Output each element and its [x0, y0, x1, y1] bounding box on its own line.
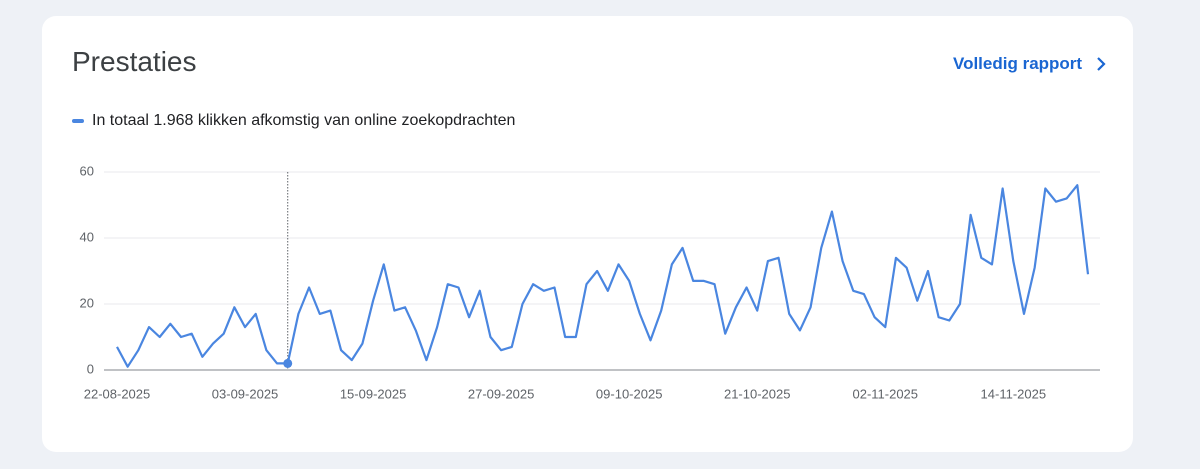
y-tick-label: 60: [80, 163, 94, 178]
legend-swatch: [72, 119, 84, 123]
y-tick-label: 40: [80, 229, 94, 244]
y-tick-label: 0: [87, 361, 94, 376]
hover-point: [283, 358, 293, 368]
chevron-icon[interactable]: [1096, 56, 1106, 72]
x-tick-label: 21-10-2025: [724, 386, 791, 401]
data-line: [116, 184, 1090, 368]
x-tick-label: 15-09-2025: [340, 386, 407, 401]
x-tick-label: 03-09-2025: [212, 386, 279, 401]
link-text[interactable]: Volledig rapport: [953, 54, 1083, 73]
x-tick-label: 09-10-2025: [596, 386, 663, 401]
x-tick-label: 22-08-2025: [84, 386, 151, 401]
legend: In totaal 1.968 klikken afkomstig van on…: [72, 112, 515, 130]
card-title: Prestaties: [72, 46, 197, 77]
y-tick-label: 20: [80, 295, 94, 310]
card: Prestaties Volledig rapport In totaal 1.…: [42, 16, 1133, 452]
x-tick-label: 02-11-2025: [852, 386, 918, 401]
x-tick-label: 14-11-2025: [981, 386, 1047, 401]
full-report-link[interactable]: Volledig rapport: [953, 54, 1106, 74]
legend-label: In totaal 1.968 klikken afkomstig van on…: [92, 112, 516, 129]
x-tick-label: 27-09-2025: [468, 386, 535, 401]
